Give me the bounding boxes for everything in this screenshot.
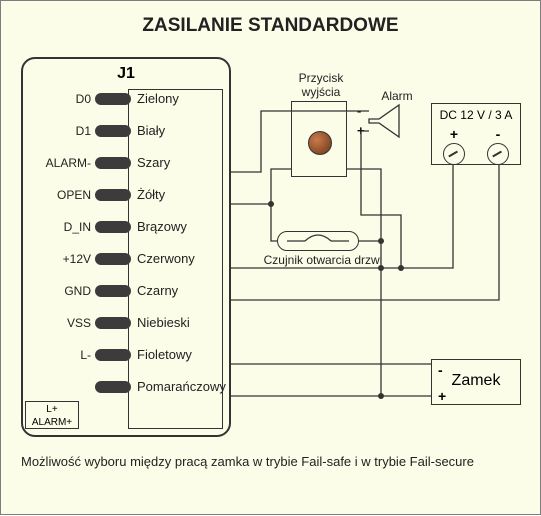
pin-row-0: D0 Zielony [21, 90, 231, 108]
pin-shape-icon-6 [95, 285, 131, 297]
lplus-alarmplus-box: L+ ALARM+ [25, 401, 79, 429]
lplus-line2: ALARM+ [32, 417, 72, 428]
pin-row-6: GND Czarny [21, 282, 231, 300]
pin-signal-4: D_IN [21, 220, 91, 234]
pin-color-label-0: Zielony [137, 91, 179, 106]
psu-plus-sign: + [443, 126, 465, 142]
psu-minus-terminal-icon [487, 143, 509, 165]
pin-row-3: OPEN Żółty [21, 186, 231, 204]
lplus-line1: L+ [46, 404, 57, 415]
psu-plus-terminal-icon [443, 143, 465, 165]
alarm-plus-sign: + [357, 123, 365, 138]
diagram-title: ZASILANIE STANDARDOWE [1, 15, 540, 37]
pin-row-4: D_IN Brązowy [21, 218, 231, 236]
lock-box: - Zamek + [431, 359, 521, 405]
pin-shape-icon-4 [95, 221, 131, 233]
pin-shape-icon-3 [95, 189, 131, 201]
exit-button-box [291, 101, 347, 177]
pin-signal-2: ALARM- [21, 156, 91, 170]
pin-color-label-3: Żółty [137, 187, 165, 202]
lock-minus-sign: - [438, 362, 443, 378]
pin-color-label-8: Fioletowy [137, 347, 192, 362]
pin-shape-icon-9 [95, 381, 131, 393]
pin-row-1: D1 Biały [21, 122, 231, 140]
footer-note: Możliwość wyboru między pracą zamka w tr… [21, 453, 521, 470]
pin-row-7: VSS Niebieski [21, 314, 231, 332]
exit-button-icon [308, 131, 332, 155]
pin-signal-1: D1 [21, 124, 91, 138]
lock-plus-sign: + [438, 388, 446, 404]
pin-row-9: Pomarańczowy [21, 378, 231, 396]
pin-signal-3: OPEN [21, 188, 91, 202]
pin-color-label-6: Czarny [137, 283, 178, 298]
door-sensor-label: Czujnik otwarcia drzwi [263, 253, 383, 267]
psu-minus-sign: - [487, 126, 509, 142]
pin-shape-icon-0 [95, 93, 131, 105]
pin-row-8: L- Fioletowy [21, 346, 231, 364]
pin-signal-0: D0 [21, 92, 91, 106]
pin-shape-icon-1 [95, 125, 131, 137]
pin-shape-icon-8 [95, 349, 131, 361]
pin-signal-5: +12V [21, 252, 91, 266]
pin-row-5: +12V Czerwony [21, 250, 231, 268]
pin-shape-icon-5 [95, 253, 131, 265]
power-supply-box: DC 12 V / 3 A + - [431, 103, 521, 165]
exit-button-label: Przycisk wyjścia [293, 71, 349, 99]
pin-signal-6: GND [21, 284, 91, 298]
pin-signal-7: VSS [21, 316, 91, 330]
pin-signal-8: L- [21, 348, 91, 362]
pin-row-2: ALARM- Szary [21, 154, 231, 172]
pin-color-label-5: Czerwony [137, 251, 195, 266]
j1-title: J1 [23, 65, 229, 83]
alarm-speaker-icon [369, 105, 399, 137]
alarm-label: Alarm [375, 89, 419, 103]
pin-shape-icon-7 [95, 317, 131, 329]
pin-color-label-1: Biały [137, 123, 165, 138]
psu-title: DC 12 V / 3 A [432, 108, 520, 122]
pin-color-label-7: Niebieski [137, 315, 190, 330]
alarm-minus-sign: - [357, 103, 361, 118]
pin-shape-icon-2 [95, 157, 131, 169]
pin-color-label-9: Pomarańczowy [137, 379, 226, 394]
wiring-diagram: ZASILANIE STANDARDOWE J1 D0 Zielony D1 Biał… [0, 0, 541, 515]
door-sensor-icon [277, 231, 359, 251]
pin-color-label-4: Brązowy [137, 219, 187, 234]
pin-color-label-2: Szary [137, 155, 170, 170]
